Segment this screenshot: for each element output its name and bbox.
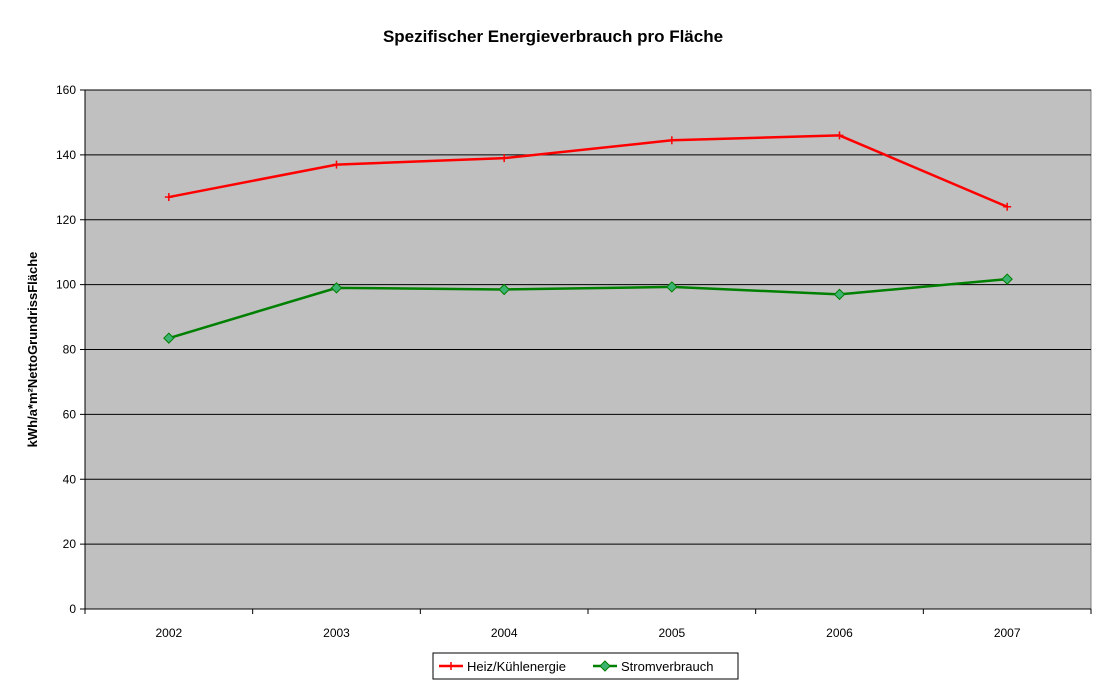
data-point: [500, 154, 509, 163]
data-point: [1001, 273, 1013, 285]
series-1: [163, 273, 1013, 344]
series: [163, 131, 1013, 344]
y-tick-label: 80: [63, 343, 77, 357]
data-point: [833, 288, 846, 301]
data-point: [667, 136, 676, 145]
series-line: [168, 134, 1008, 208]
legend-marker: [599, 660, 611, 672]
legend-item: Stromverbrauch: [593, 659, 713, 674]
axes: [80, 89, 1092, 614]
gridlines: [85, 89, 1091, 545]
legend-marker: [447, 662, 455, 670]
x-tick-labels: 2002 2003 2004 2005 2006 2007: [155, 626, 1020, 640]
data-point: [164, 193, 173, 202]
y-tick-labels: 0 20 40 60 80 100 120 140 160: [56, 83, 76, 616]
data-point: [330, 282, 343, 294]
data-point: [332, 160, 341, 169]
x-tick-label: 2007: [994, 626, 1021, 640]
data-point: [498, 283, 510, 296]
data-point: [163, 332, 175, 344]
y-tick-label: 120: [56, 213, 76, 227]
x-tick-label: 2004: [491, 626, 518, 640]
series-0: [164, 131, 1012, 211]
y-tick-label: 140: [56, 148, 76, 162]
data-point: [835, 131, 844, 140]
x-tick-label: 2006: [826, 626, 853, 640]
legend-label: Stromverbrauch: [621, 659, 713, 674]
data-point: [1003, 202, 1012, 211]
y-tick-label: 60: [63, 407, 77, 421]
legend-box: [432, 652, 739, 680]
y-tick-label: 160: [56, 83, 76, 97]
legend-label: Heiz/Kühlenergie: [467, 659, 566, 674]
y-tick-label: 40: [63, 472, 77, 486]
x-tick-label: 2002: [155, 626, 182, 640]
x-tick-label: 2005: [658, 626, 685, 640]
x-tick-label: 2003: [323, 626, 350, 640]
chart-title: Spezifischer Energieverbrauch pro Fläche: [383, 27, 723, 46]
y-tick-label: 0: [69, 602, 76, 616]
y-tick-label: 20: [63, 537, 77, 551]
y-tick-label: 100: [56, 278, 76, 292]
data-point: [666, 281, 678, 293]
series-line: [168, 277, 1008, 340]
y-axis-title: kWh/a*m²NettoGrundrissFläche: [25, 252, 40, 448]
legend-item: Heiz/Kühlenergie: [439, 659, 566, 674]
legend: Heiz/Kühlenergie Stromverbrauch: [432, 652, 739, 680]
